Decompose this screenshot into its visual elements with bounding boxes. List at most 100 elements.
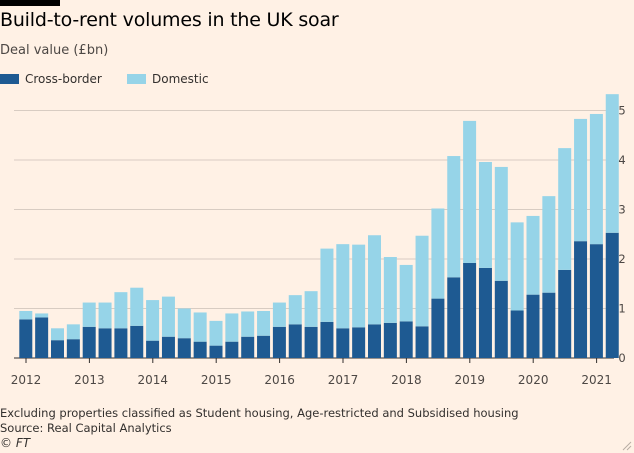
bar-domestic <box>114 292 128 329</box>
bar-domestic <box>272 302 286 327</box>
bar-domestic <box>574 118 588 242</box>
bar-domestic <box>526 215 540 295</box>
x-tick-label: 2012 <box>11 373 42 387</box>
bars <box>19 94 619 358</box>
ft-top-bar <box>0 0 60 6</box>
x-tick-label: 2019 <box>455 373 486 387</box>
bar-domestic <box>494 166 508 281</box>
bar-cross-border <box>19 319 33 358</box>
resize-corner-icon <box>622 441 632 451</box>
bar-cross-border <box>225 341 239 358</box>
bar-cross-border <box>161 336 175 358</box>
legend-label-domestic: Domestic <box>152 72 209 86</box>
bar-domestic <box>304 291 318 327</box>
bar-domestic <box>542 196 556 293</box>
bar-cross-border <box>146 340 160 358</box>
bar-domestic <box>463 120 477 263</box>
bar-domestic <box>130 287 144 326</box>
bar-cross-border <box>177 338 191 358</box>
bar-cross-border <box>320 321 334 358</box>
bar-cross-border <box>304 326 318 358</box>
bar-domestic <box>66 324 80 340</box>
bar-cross-border <box>542 292 556 358</box>
legend-item-domestic: Domestic <box>127 72 209 86</box>
bar-domestic <box>352 244 366 328</box>
bar-domestic <box>225 313 239 342</box>
bar-cross-border <box>114 328 128 358</box>
bar-cross-border <box>66 339 80 358</box>
bar-cross-border <box>574 241 588 358</box>
bar-domestic <box>478 161 492 268</box>
bar-cross-border <box>478 267 492 358</box>
ft-copyright: © FT <box>0 436 31 450</box>
footnote: Excluding properties classified as Stude… <box>0 406 519 420</box>
bar-cross-border <box>447 277 461 358</box>
bar-domestic <box>447 156 461 278</box>
legend-label-cross-border: Cross-border <box>25 72 102 86</box>
bar-domestic <box>368 235 381 325</box>
legend-item-cross-border: Cross-border <box>0 72 102 86</box>
bar-domestic <box>431 208 445 299</box>
bar-cross-border <box>558 269 572 358</box>
bar-cross-border <box>589 244 603 358</box>
bar-domestic <box>35 313 49 318</box>
bar-domestic <box>146 300 160 341</box>
bar-domestic <box>558 148 572 270</box>
bar-cross-border <box>98 328 112 358</box>
bar-cross-border <box>526 294 540 358</box>
stacked-bar-chart: 0 1 2 3 4 5 2012 2013 2014 2 0 1 5 2016 2017 2018 2019 2… <box>11 94 626 387</box>
source-note: Source: Real Capital Analytics <box>0 421 172 435</box>
bar-cross-border <box>494 280 508 358</box>
bar-cross-border <box>352 327 366 358</box>
y-axis-ticks: 0 1 2 3 4 5 <box>618 104 625 366</box>
bar-domestic <box>82 302 96 327</box>
x-tick-label: 2016 <box>264 373 295 387</box>
bar-domestic <box>177 308 191 339</box>
x-axis-ticks: 2012 2013 2014 2015 2016 2017 2018 2019 2020 2021 <box>11 358 612 387</box>
y-tick-label: 1 <box>618 302 625 316</box>
bar-cross-border <box>288 324 302 358</box>
x-tick-label: 2018 <box>391 373 422 387</box>
bar-domestic <box>320 248 334 322</box>
bar-domestic <box>241 311 255 337</box>
x-tick-label: 2021 <box>581 373 612 387</box>
bar-domestic <box>605 94 619 233</box>
x-tick-label: 2020 <box>518 373 549 387</box>
bar-cross-border <box>510 310 524 358</box>
y-tick-label: 2 <box>618 252 625 266</box>
bar-domestic <box>51 328 64 341</box>
y-tick-label: 3 <box>618 203 625 217</box>
bar-cross-border <box>82 326 96 358</box>
y-tick-label: 5 <box>618 104 625 118</box>
bar-domestic <box>510 222 524 311</box>
bar-domestic <box>209 320 223 346</box>
bar-domestic <box>98 302 112 329</box>
y-tick-label: 0 <box>618 351 625 365</box>
x-tick-label: 2014 <box>138 373 169 387</box>
bar-cross-border <box>209 345 223 358</box>
chart-subtitle: Deal value (£bn) <box>0 43 109 58</box>
bar-cross-border <box>272 326 286 358</box>
bar-domestic <box>415 235 429 327</box>
y-tick-label: 4 <box>618 153 625 167</box>
bar-cross-border <box>241 336 255 358</box>
legend-swatch-domestic <box>127 74 146 84</box>
bar-cross-border <box>605 232 619 358</box>
bar-domestic <box>288 295 302 325</box>
bar-cross-border <box>368 324 381 358</box>
bar-domestic <box>383 257 397 323</box>
bar-cross-border <box>431 298 445 358</box>
bar-domestic <box>589 113 603 245</box>
bar-domestic <box>193 312 207 342</box>
bar-cross-border <box>336 328 350 358</box>
bar-domestic <box>19 310 33 320</box>
bar-cross-border <box>51 340 64 358</box>
bar-cross-border <box>193 341 207 358</box>
bar-domestic <box>399 264 413 322</box>
x-tick-label: 2017 <box>328 373 359 387</box>
x-tick-label: 2013 <box>74 373 105 387</box>
bar-domestic <box>257 310 271 336</box>
bar-domestic <box>161 296 175 337</box>
bar-cross-border <box>415 326 429 358</box>
bar-cross-border <box>257 335 271 358</box>
